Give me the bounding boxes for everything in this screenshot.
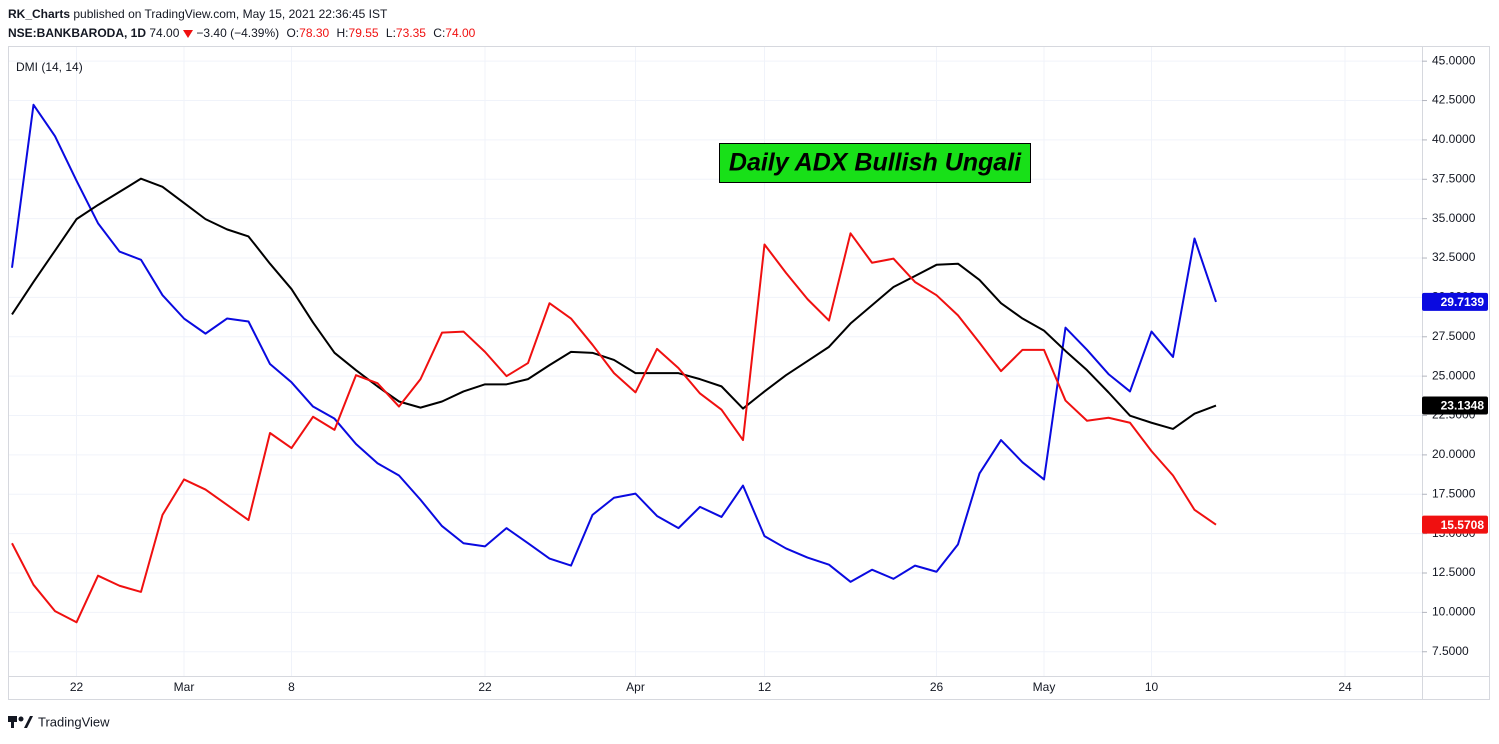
y-tick-label: 22.5000 xyxy=(1432,408,1476,422)
brand: TradingView xyxy=(38,714,110,729)
y-tick-label: 42.5000 xyxy=(1432,93,1476,107)
x-tick-label: Mar xyxy=(174,680,195,694)
dmi-line xyxy=(11,177,1217,430)
ohlc-value: 79.55 xyxy=(348,26,379,40)
pane-border xyxy=(8,46,1490,700)
y-tick-label: 30.0000 xyxy=(1432,290,1476,304)
y-tick-label: 12.5000 xyxy=(1432,565,1476,579)
price-tag-label: 23.1348 xyxy=(1441,399,1485,413)
x-tick-label: 22 xyxy=(478,680,492,694)
y-tick-label: 45.0000 xyxy=(1432,53,1476,67)
annotation-box xyxy=(719,143,1031,183)
symbol: NSE:BANKBARODA, 1D xyxy=(8,26,147,40)
price-tag-label: 29.7139 xyxy=(1441,295,1485,309)
dmi-line xyxy=(11,232,1217,624)
down-arrow xyxy=(183,29,194,38)
author: RK_Charts xyxy=(8,7,71,21)
x-tick-label: 8 xyxy=(288,680,295,694)
price-tag xyxy=(1422,292,1488,311)
ohlc-value: 74.00 xyxy=(445,26,476,40)
x-tick-label: 26 xyxy=(930,680,944,694)
y-tick-label: 35.0000 xyxy=(1432,211,1476,225)
y-tick-label: 20.0000 xyxy=(1432,447,1476,461)
x-tick-label: 12 xyxy=(758,680,772,694)
ohlc-value: 73.35 xyxy=(395,26,426,40)
y-tick-label: 17.5000 xyxy=(1432,486,1476,500)
price-tag xyxy=(1422,515,1488,534)
y-tick-label: 25.0000 xyxy=(1432,368,1476,382)
ohlc-label: L: xyxy=(385,26,396,40)
header-line-1: RK_Charts published on TradingView.com, … xyxy=(8,7,391,21)
dmi-line xyxy=(11,103,1217,583)
price-tag xyxy=(1422,396,1488,415)
y-tick-label: 32.5000 xyxy=(1432,250,1476,264)
y-tick-label: 40.0000 xyxy=(1432,132,1476,146)
y-tick-label: 15.0000 xyxy=(1432,526,1476,540)
legend: DMI (14, 14) xyxy=(16,60,83,74)
change: −3.40 (−4.39%) xyxy=(196,26,280,40)
last-price: 74.00 xyxy=(149,26,180,40)
logo xyxy=(8,716,33,728)
x-tick-label: 22 xyxy=(70,680,84,694)
header-line-2: NSE:BANKBARODA, 1D 74.00 −3.40 (−4.39%) O… xyxy=(8,26,479,40)
y-tick-label: 37.5000 xyxy=(1432,171,1476,185)
ohlc-label: C: xyxy=(433,26,446,40)
annotation: Daily ADX Bullish Ungali xyxy=(729,149,1022,177)
grid xyxy=(9,47,1422,676)
published: published on TradingView.com, May 15, 20… xyxy=(73,7,388,21)
x-tick-label: Apr xyxy=(626,680,645,694)
x-tick-label: 24 xyxy=(1338,680,1352,694)
y-tick-label: 27.5000 xyxy=(1432,329,1476,343)
ohlc-label: O: xyxy=(286,26,300,40)
x-tick-label: May xyxy=(1033,680,1056,694)
ohlc-value: 78.30 xyxy=(299,26,330,40)
y-tick-label: 7.5000 xyxy=(1432,644,1469,658)
x-tick-label: 10 xyxy=(1145,680,1159,694)
price-tag-label: 15.5708 xyxy=(1441,518,1485,532)
ohlc-label: H: xyxy=(336,26,349,40)
y-tick-label: 10.0000 xyxy=(1432,605,1476,619)
